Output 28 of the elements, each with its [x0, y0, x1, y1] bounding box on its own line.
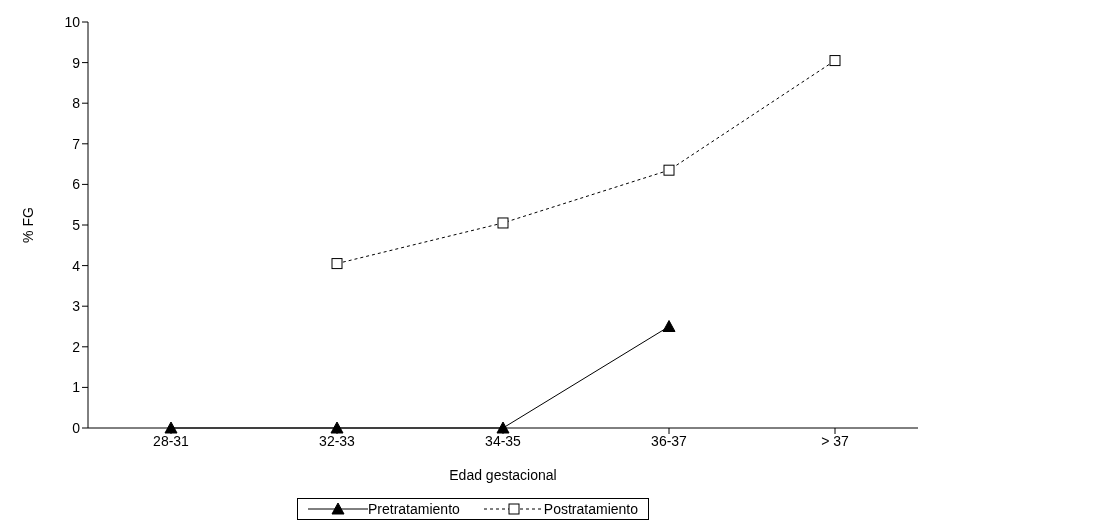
- point: [496, 421, 510, 434]
- x-axis-title: Edad gestacional: [449, 467, 557, 483]
- legend-label: Pretratamiento: [368, 501, 460, 517]
- y-tick-label: 7: [72, 135, 81, 152]
- point: [331, 258, 343, 270]
- y-tick-label: 1: [72, 379, 81, 396]
- x-tick-label: 36-37: [651, 432, 688, 449]
- y-tick-label: 6: [72, 176, 81, 193]
- y-tick-label: 3: [72, 298, 81, 315]
- y-axis-title: % FG: [19, 207, 36, 243]
- x-tick-label: 32-33: [319, 432, 356, 449]
- y-tick-label: 0: [72, 419, 81, 436]
- x-tick-label: > 37: [821, 432, 850, 449]
- y-tick-label: 2: [72, 338, 81, 355]
- x-tick-label: 34-35: [485, 432, 522, 449]
- legend-label: Postratamiento: [543, 501, 638, 517]
- y-tick-label: 10: [64, 13, 81, 30]
- point: [663, 164, 675, 176]
- y-tick-label: 5: [72, 216, 81, 233]
- y-tick-label: 8: [72, 95, 81, 112]
- y-tick-label: 4: [72, 257, 81, 274]
- point: [829, 55, 841, 67]
- point: [164, 421, 178, 434]
- x-tick-label: 28-31: [153, 432, 190, 449]
- y-tick-label: 9: [72, 54, 81, 71]
- point: [330, 421, 344, 434]
- point: [662, 320, 676, 332]
- point: [497, 217, 509, 229]
